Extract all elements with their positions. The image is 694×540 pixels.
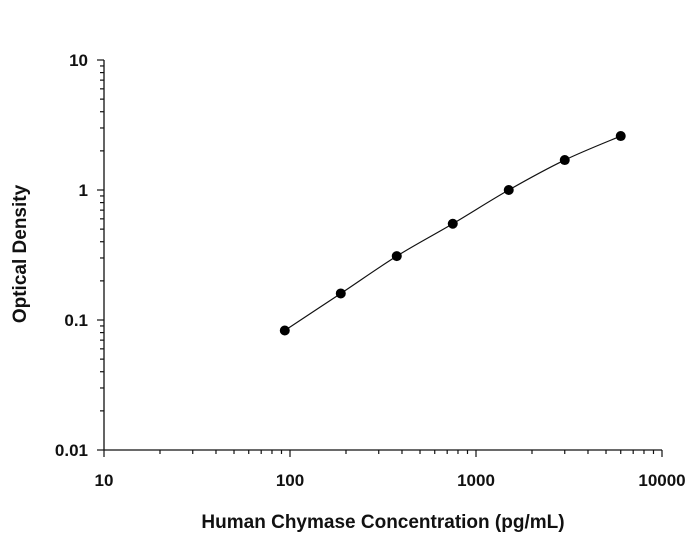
data-point	[335, 288, 346, 299]
y-tick-label: 10	[69, 51, 88, 70]
x-axis-title: Human Chymase Concentration (pg/mL)	[201, 512, 564, 533]
y-tick-label: 0.1	[64, 311, 88, 330]
y-axis: 10 1 0.1 0.01	[55, 51, 105, 460]
data-point	[615, 131, 626, 142]
y-tick-label: 1	[79, 181, 88, 200]
data-point	[503, 185, 514, 195]
x-axis: 10 100 1000 10000	[95, 449, 686, 490]
data-point	[279, 325, 290, 336]
x-tick-label: 10	[95, 471, 114, 490]
data-point	[447, 218, 458, 229]
data-point	[391, 251, 402, 262]
data-points	[279, 131, 626, 336]
x-tick-label: 100	[276, 471, 304, 490]
x-tick-label: 10000	[638, 471, 685, 490]
y-tick-label: 0.01	[55, 441, 88, 460]
fit-curve	[284, 135, 621, 332]
data-point	[559, 155, 570, 166]
y-axis-title: Optical Density	[10, 184, 31, 323]
x-tick-label: 1000	[457, 471, 495, 490]
